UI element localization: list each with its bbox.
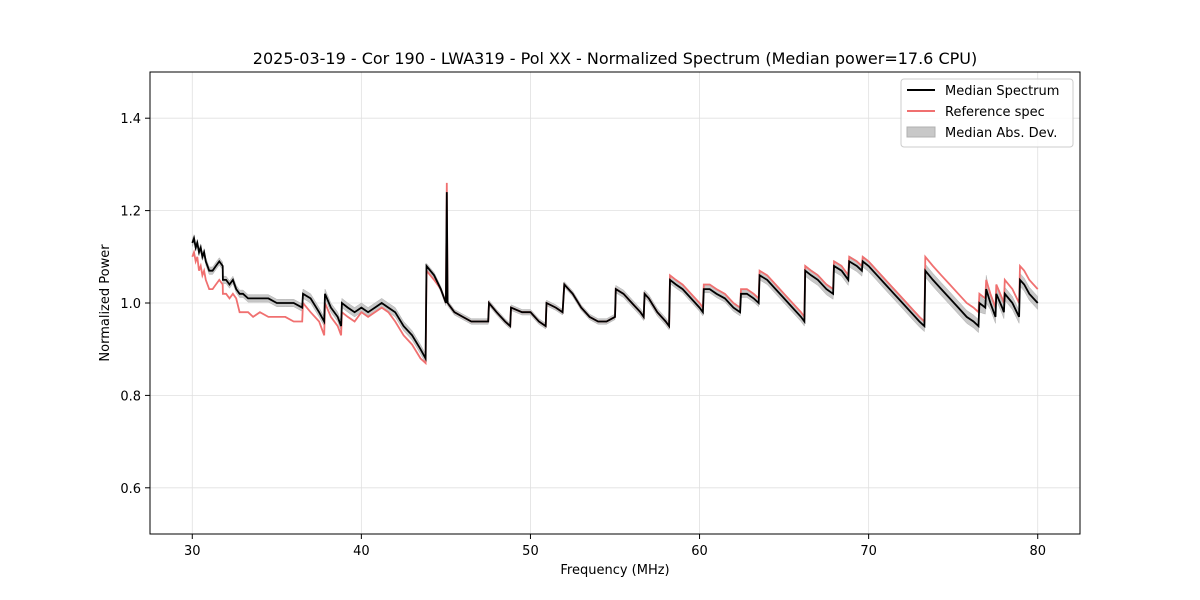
chart-title: 2025-03-19 - Cor 190 - LWA319 - Pol XX -… — [253, 49, 977, 68]
legend-box — [900, 78, 1074, 148]
y-axis-label: Normalized Power — [98, 244, 113, 362]
x-tick-label: 70 — [860, 544, 877, 559]
x-axis-label: Frequency (MHz) — [560, 563, 669, 578]
y-tick-label: 0.8 — [120, 389, 141, 404]
reference-spectrum-line — [191, 182, 1039, 366]
legend-mad-label: Median Abs. Dev. — [945, 126, 1057, 141]
legend-reference-label: Reference spec — [945, 105, 1045, 120]
legend-median-label: Median Spectrum — [945, 84, 1059, 99]
mad-band — [192, 189, 1038, 365]
x-tick-label: 30 — [184, 544, 201, 559]
y-tick-label: 1.0 — [120, 297, 141, 312]
legend: Median Spectrum Reference spec Median Ab… — [900, 78, 1074, 148]
x-tick-label: 60 — [691, 544, 708, 559]
x-tick-label: 40 — [353, 544, 370, 559]
x-tick-label: 50 — [522, 544, 539, 559]
median-spectrum-line — [191, 192, 1039, 362]
axis-ticks: 30 40 50 60 70 80 0.6 0.8 1.0 1.2 1.4 — [120, 112, 1046, 559]
x-tick-label: 80 — [1029, 544, 1046, 559]
y-tick-label: 1.4 — [120, 112, 141, 127]
y-tick-label: 1.2 — [120, 205, 141, 220]
y-tick-label: 0.6 — [120, 482, 141, 497]
legend-mad-swatch — [906, 126, 936, 138]
